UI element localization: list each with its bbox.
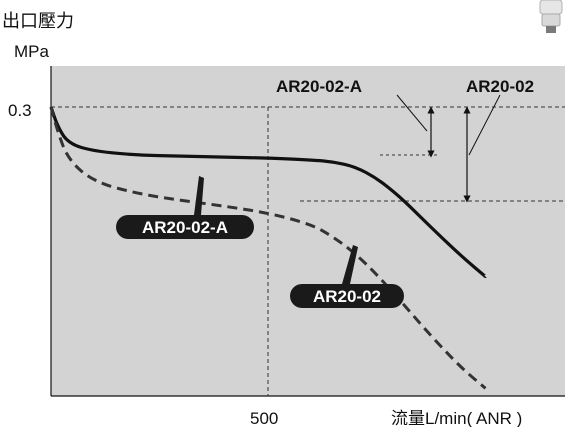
series-pill-ar20-02-a: AR20-02-A — [116, 215, 254, 239]
x-tick-label-500: 500 — [250, 409, 278, 427]
product-icon — [539, 0, 563, 33]
pill-pointer-ar20-02 — [342, 245, 358, 284]
y-axis-unit: MPa — [14, 42, 50, 61]
series-line-ar20-02-a — [49, 106, 488, 279]
leader-line-ar20-02 — [468, 94, 501, 156]
series-pill-label-ar20-02-a: AR20-02-A — [142, 218, 228, 237]
y-axis-title: 出口壓力 — [2, 11, 74, 31]
y-tick-label-0-3: 0.3 — [8, 101, 32, 120]
series-line-ar20-02 — [49, 106, 487, 390]
bracket-label-ar20-02-a: AR20-02-A — [276, 77, 362, 96]
x-axis-title: 流量L/min( ANR ) — [391, 409, 522, 427]
series-pill-ar20-02: AR20-02 — [290, 284, 404, 308]
series-pill-label-ar20-02: AR20-02 — [313, 287, 381, 306]
leader-line-ar20-02-a — [396, 94, 428, 132]
bracket-label-ar20-02: AR20-02 — [466, 77, 534, 96]
pill-pointer-ar20-02-a — [194, 176, 204, 215]
